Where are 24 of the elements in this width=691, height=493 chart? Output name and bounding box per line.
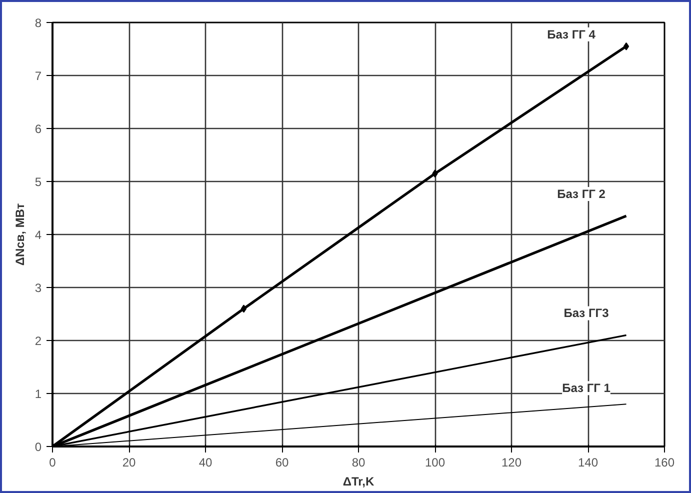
x-tick-label: 120	[501, 456, 522, 470]
y-tick-label: 8	[34, 16, 42, 30]
series-label: Баз ГГ3	[564, 306, 610, 320]
x-axis-title: ΔTr,K	[342, 474, 374, 488]
y-axis-title: ΔNсв, МВт	[12, 203, 27, 266]
x-tick-label: 140	[578, 456, 598, 470]
x-tick-label: 0	[49, 456, 56, 470]
y-tick-label: 4	[34, 228, 42, 242]
y-tick-label: 5	[34, 175, 42, 189]
y-tick-label: 7	[34, 69, 42, 83]
y-tick-label: 3	[34, 281, 42, 295]
series-label: Баз ГГ 4	[547, 27, 596, 42]
series-label: Баз ГГ 1	[562, 381, 611, 396]
y-tick-label: 2	[34, 334, 42, 348]
y-tick-label: 1	[34, 387, 42, 401]
y-tick-label: 6	[34, 122, 42, 136]
x-tick-label: 60	[275, 456, 289, 470]
y-tick-label: 0	[34, 440, 42, 454]
x-tick-label: 160	[654, 456, 675, 470]
x-tick-label: 100	[424, 456, 446, 470]
x-tick-label: 20	[122, 456, 136, 470]
x-tick-label: 40	[198, 456, 212, 470]
x-tick-label: 80	[352, 456, 366, 470]
series-label: Баз ГГ 2	[557, 186, 606, 201]
